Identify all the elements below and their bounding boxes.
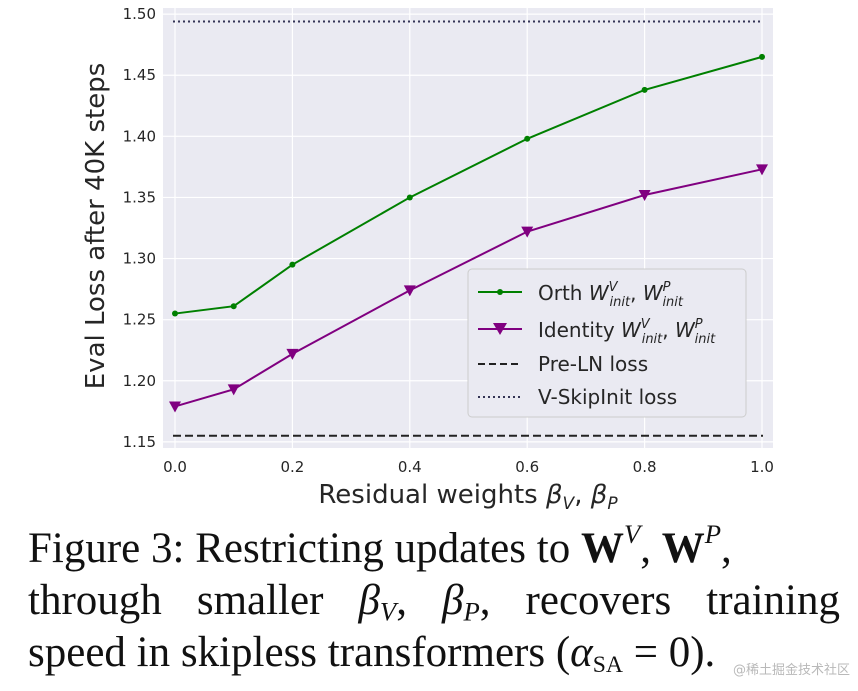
reference-lines — [173, 20, 763, 437]
orth-point — [759, 53, 765, 60]
x-axis-label: Residual weights βV, βP — [318, 480, 618, 512]
y-axis-label: Eval Loss after 40K steps — [81, 63, 111, 390]
x-tick-label: 0.4 — [398, 458, 422, 476]
y-tick-label: 1.50 — [123, 5, 156, 23]
identity-point — [521, 226, 534, 238]
legend-identity-label: Identity WV init, WP init — [538, 317, 716, 347]
x-tick-label: 0.8 — [633, 458, 657, 476]
figure-caption: Figure 3: Restricting updates to WV, WP,… — [28, 508, 840, 691]
y-tick-label: 1.30 — [123, 250, 156, 268]
legend-orth-marker — [497, 289, 503, 295]
identity-point — [756, 164, 768, 176]
legend-box — [467, 268, 747, 418]
identity-point — [227, 384, 240, 396]
orth-point — [230, 303, 237, 310]
legend-vskip-label: V-SkipInit loss — [538, 385, 677, 409]
x-tick-label: 1.0 — [750, 458, 774, 476]
watermark: @稀土掘金技术社区 — [732, 663, 850, 678]
legend-identity-marker — [493, 323, 507, 335]
legend-orth-label: Orth WV init, WP init — [538, 280, 684, 310]
legend: Orth WV init, WP init Identity WV init, WP i… — [467, 268, 747, 418]
y-tick-label: 1.45 — [123, 66, 156, 84]
identity-point — [286, 348, 299, 360]
legend-preln-label: Pre-LN loss — [538, 352, 648, 376]
orth-point — [524, 135, 531, 142]
caption-line-3: speed in skipless transformers (αSA = 0)… — [28, 629, 716, 679]
y-tick-label: 1.25 — [123, 311, 156, 329]
x-tick-label: 0.6 — [515, 458, 539, 476]
caption-line-2: through smaller βV, βP, recovers trainin… — [28, 577, 840, 627]
tick-labels: 0.0 0.2 0.4 0.6 0.8 1.0 1.15 1.20 1.25 1.30 1.35 1.… — [123, 5, 774, 476]
x-tick-label: 0.2 — [280, 458, 304, 476]
orth-point — [172, 310, 178, 317]
orth-point — [641, 86, 648, 93]
y-tick-label: 1.20 — [123, 372, 156, 390]
y-tick-label: 1.35 — [123, 188, 156, 206]
series — [169, 53, 768, 413]
chart: 0.0 0.2 0.4 0.6 0.8 1.0 1.15 1.20 1.25 1.30 1.35 1.… — [81, 5, 774, 512]
orth-point — [406, 194, 413, 201]
orth-point — [289, 261, 296, 268]
caption-line-1: Figure 3: Restricting updates to WV, WP, — [28, 519, 732, 573]
x-tick-label: 0.0 — [163, 458, 187, 476]
y-tick-label: 1.15 — [123, 433, 156, 451]
identity-point — [638, 190, 651, 201]
y-tick-label: 1.40 — [123, 127, 156, 145]
grid — [163, 8, 773, 448]
identity-point — [169, 401, 181, 413]
identity-point — [403, 285, 416, 297]
